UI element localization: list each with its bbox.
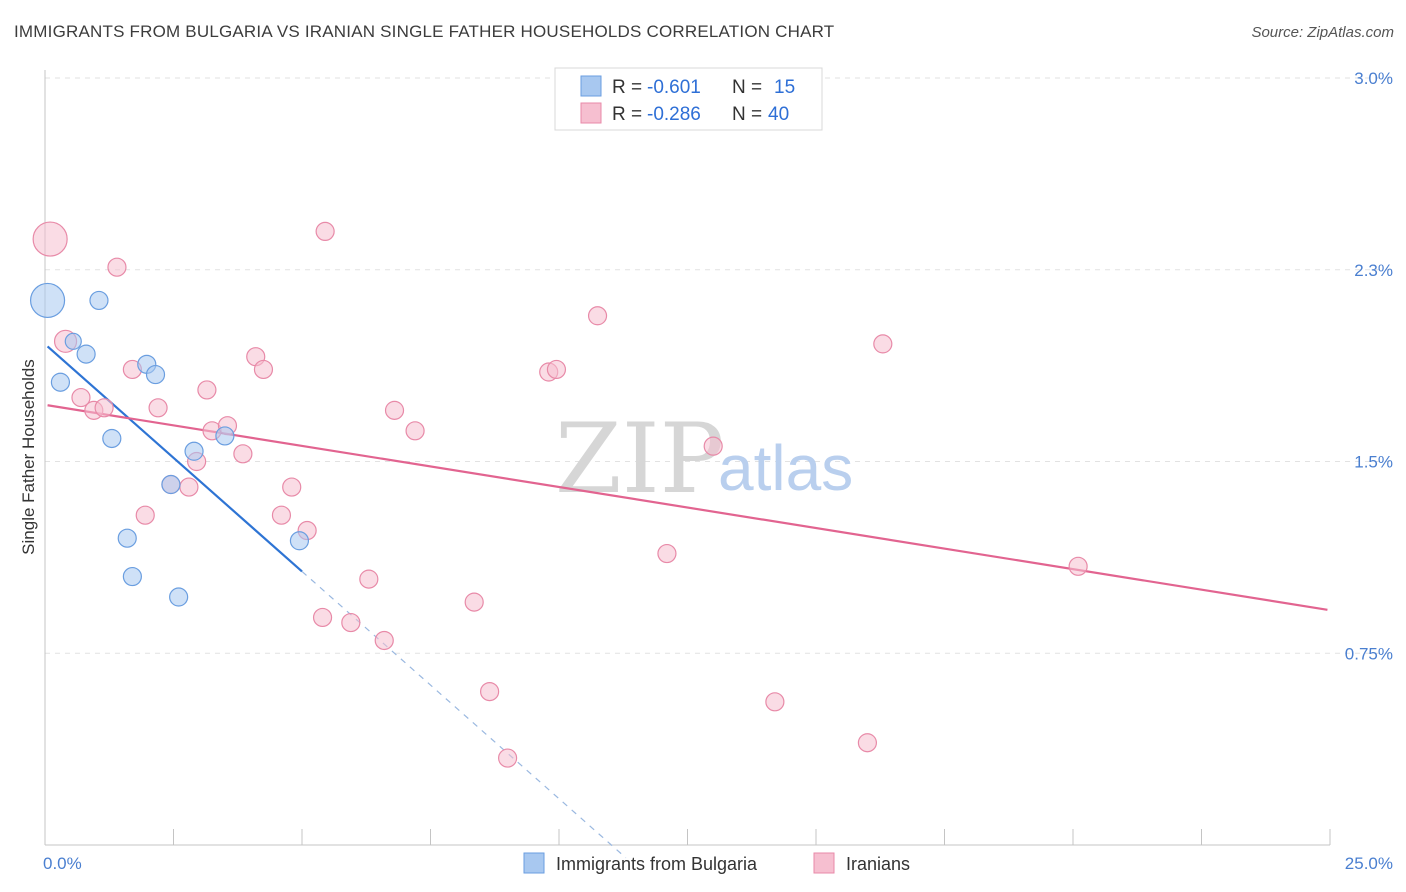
point-iranians: [384, 400, 405, 420]
point-iranians: [71, 387, 91, 408]
series-legend-swatch-iranians: [813, 852, 835, 874]
point-iranians: [587, 306, 608, 326]
correlation-legend: R = -0.601 N = 15 R = -0.286 N = 40: [554, 67, 823, 131]
point-bulgaria: [117, 528, 137, 548]
point-iranians: [873, 334, 893, 354]
series-legend-label-bulgaria: Immigrants from Bulgaria: [556, 854, 758, 874]
point-iranians: [179, 477, 199, 497]
point-iranians: [282, 477, 302, 497]
legend-swatch-iranians: [580, 102, 602, 124]
chart-title: IMMIGRANTS FROM BULGARIA VS IRANIAN SING…: [14, 22, 835, 41]
trend-line-bulgaria: [46, 345, 303, 573]
point-iranians: [107, 257, 127, 277]
data-points: [29, 221, 1088, 768]
legend-n-value-bulgaria: 15: [774, 77, 795, 98]
y-tick-label: 1.5%: [1354, 453, 1393, 472]
point-iranians: [546, 359, 567, 380]
point-iranians: [312, 607, 333, 628]
point-bulgaria: [161, 474, 181, 495]
y-tick-label: 2.3%: [1354, 261, 1393, 280]
gridlines: [45, 77, 1392, 654]
point-bulgaria: [145, 364, 166, 385]
point-iranians: [405, 421, 425, 441]
point-bulgaria: [64, 332, 82, 350]
point-iranians: [233, 444, 253, 464]
point-bulgaria: [215, 426, 235, 446]
point-iranians: [464, 592, 484, 612]
watermark-zip: ZIP: [555, 403, 724, 515]
point-iranians: [480, 681, 500, 702]
legend-r-value-iranians: -0.286: [647, 104, 701, 125]
point-iranians: [857, 733, 878, 753]
legend-r-value-bulgaria: -0.601: [647, 77, 701, 98]
point-bulgaria: [50, 372, 71, 392]
point-iranians: [197, 380, 217, 400]
series-legend-swatch-bulgaria: [523, 852, 545, 874]
y-tick-label: 3.0%: [1354, 69, 1393, 88]
point-bulgaria: [122, 566, 142, 587]
legend-swatch-bulgaria: [580, 75, 602, 97]
series-legend-label-iranians: Iranians: [846, 854, 910, 874]
point-iranians: [657, 543, 677, 564]
x-ticks: [44, 829, 1331, 845]
legend-r-label-bulgaria: R =: [612, 77, 642, 98]
point-iranians: [32, 221, 68, 257]
point-bulgaria: [102, 428, 122, 449]
point-iranians: [271, 505, 292, 525]
point-bulgaria: [169, 587, 189, 607]
point-bulgaria: [289, 531, 310, 551]
point-iranians: [1068, 556, 1088, 576]
legend-r-label-iranians: R =: [612, 104, 642, 125]
series-legend: Immigrants from Bulgaria Iranians: [523, 852, 910, 874]
point-iranians: [94, 398, 114, 418]
point-iranians: [253, 359, 274, 380]
legend-n-label-bulgaria: N =: [732, 77, 762, 98]
y-tick-labels: 3.0% 2.3% 1.5% 0.75%: [1345, 69, 1393, 663]
point-iranians: [148, 398, 168, 418]
x-tick-label-max: 25.0%: [1345, 854, 1393, 873]
y-tick-label: 0.75%: [1345, 644, 1393, 663]
x-tick-label-min: 0.0%: [43, 854, 82, 873]
point-bulgaria: [29, 282, 66, 319]
point-iranians: [498, 748, 518, 768]
chart-source: Source: ZipAtlas.com: [1251, 24, 1394, 41]
point-iranians: [765, 692, 785, 712]
watermark-atlas: atlas: [718, 432, 853, 504]
point-iranians: [703, 436, 723, 456]
point-bulgaria: [76, 344, 96, 364]
legend-n-label-iranians: N =: [732, 104, 762, 125]
point-bulgaria: [89, 290, 109, 311]
point-iranians: [359, 569, 379, 589]
point-iranians: [315, 221, 335, 241]
point-iranians: [374, 630, 394, 651]
legend-n-value-iranians: 40: [768, 104, 789, 125]
trend-line-iranians: [47, 404, 1328, 611]
y-axis-title: Single Father Households: [19, 359, 38, 555]
point-bulgaria: [184, 441, 204, 461]
point-iranians: [341, 612, 361, 633]
point-iranians: [135, 505, 155, 525]
